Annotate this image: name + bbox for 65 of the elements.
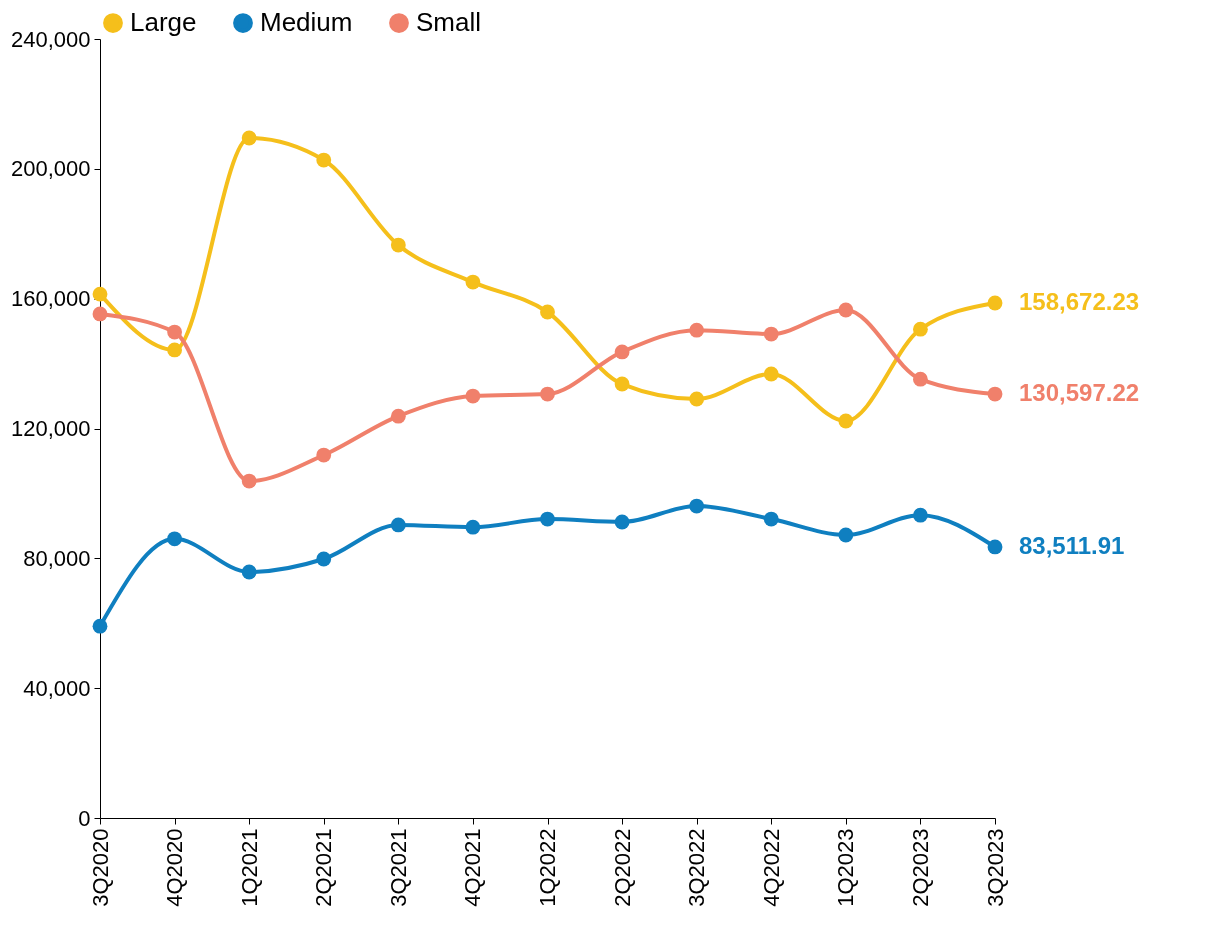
- point: [540, 304, 555, 320]
- x-tick-label: 2Q2023: [907, 828, 933, 907]
- point: [689, 391, 705, 407]
- point: [92, 286, 108, 302]
- x-tick-label: 3Q2021: [385, 828, 411, 907]
- point: [838, 527, 854, 543]
- point: [614, 514, 630, 530]
- point: [838, 413, 854, 429]
- point: [390, 517, 406, 533]
- data-label: 158,672.23: [1019, 287, 1140, 315]
- point: [763, 366, 779, 382]
- point: [987, 386, 1003, 402]
- legend-label: Small: [416, 7, 482, 38]
- point: [913, 321, 928, 337]
- x-tick-label: 3Q2022: [684, 828, 710, 907]
- point: [316, 152, 332, 168]
- x-tick-label: 3Q2020: [87, 828, 113, 907]
- point: [241, 564, 257, 580]
- legend-label: Medium: [260, 7, 353, 38]
- x-tick-label: 1Q2021: [236, 828, 262, 907]
- point: [167, 342, 182, 358]
- point: [987, 539, 1003, 555]
- point: [390, 408, 406, 424]
- point: [241, 130, 257, 146]
- data-label: 130,597.22: [1019, 379, 1140, 407]
- point: [913, 371, 928, 387]
- y-tick-label: 160,000: [10, 286, 91, 312]
- point: [689, 322, 705, 338]
- x-tick-label: 1Q2022: [535, 828, 560, 907]
- x-tick-label: 2Q2021: [311, 828, 337, 907]
- legend-label: Large: [130, 7, 197, 38]
- point: [167, 324, 182, 340]
- x-tick-label: 2Q2022: [609, 828, 635, 907]
- point: [540, 386, 555, 402]
- x-tick-label: 4Q2020: [162, 828, 188, 907]
- point: [614, 376, 630, 392]
- point: [465, 519, 481, 535]
- y-tick-label: 240,000: [10, 26, 91, 52]
- y-tick-label: 40,000: [23, 675, 91, 701]
- point: [913, 507, 928, 523]
- y-tick-label: 200,000: [10, 156, 91, 182]
- x-tick-label: 1Q2023: [833, 828, 859, 907]
- y-tick-label: 80,000: [23, 545, 91, 571]
- point: [614, 344, 630, 360]
- point: [390, 237, 406, 253]
- x-tick-label: 3Q2023: [982, 828, 1008, 907]
- point: [316, 447, 332, 463]
- y-tick-label: 120,000: [10, 416, 91, 441]
- point: [465, 388, 481, 404]
- point: [987, 295, 1003, 311]
- point: [167, 531, 182, 547]
- point: [763, 326, 779, 342]
- point: [465, 274, 481, 290]
- point: [92, 306, 108, 322]
- point: [689, 498, 705, 514]
- point: [316, 551, 332, 567]
- point: [838, 302, 854, 318]
- point: [92, 618, 108, 634]
- x-tick-label: 4Q2021: [460, 828, 486, 907]
- y-tick-label: 0: [78, 805, 91, 831]
- data-label: 83,511.91: [1019, 531, 1125, 559]
- point: [241, 473, 257, 489]
- x-tick-label: 4Q2022: [758, 828, 784, 907]
- point: [540, 511, 555, 527]
- point: [763, 511, 779, 527]
